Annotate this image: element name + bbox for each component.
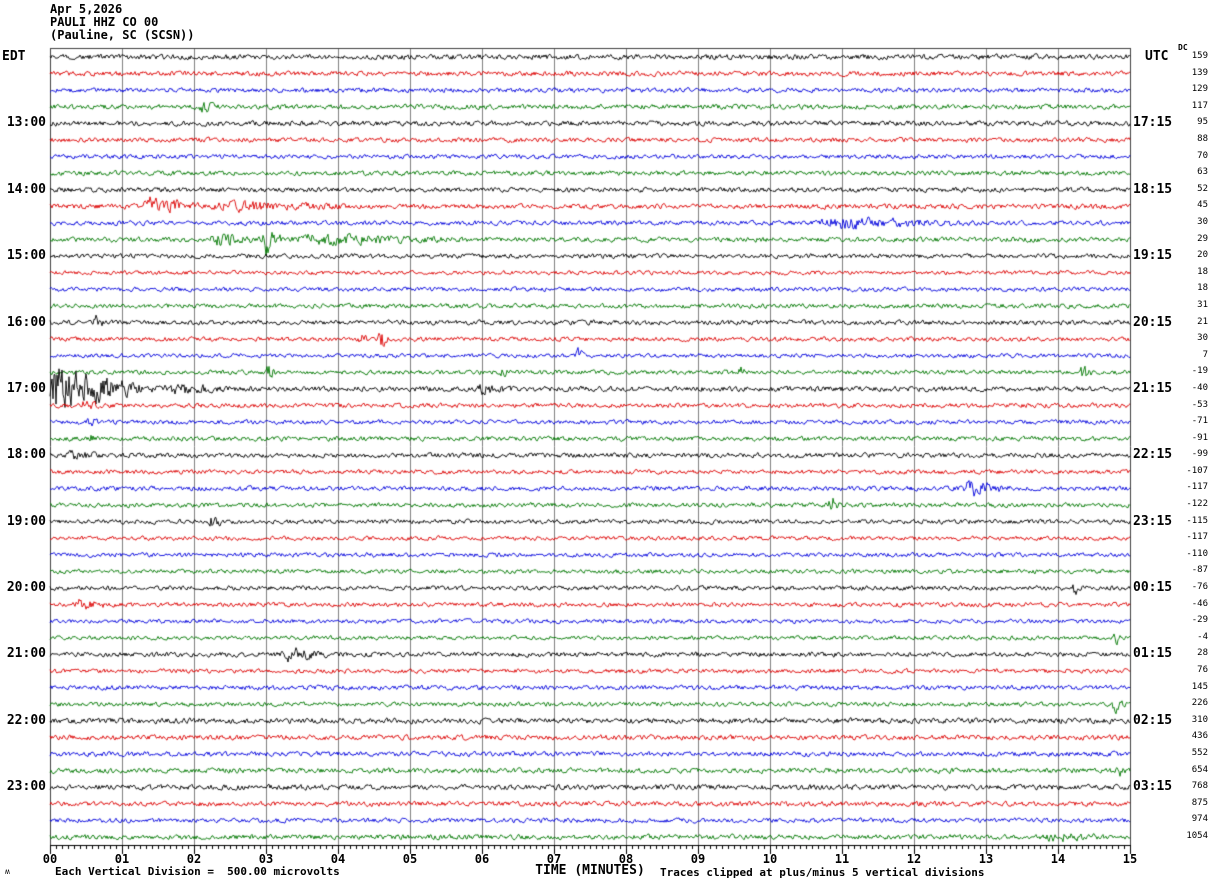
dc-offset-value: -91 [1191,432,1208,443]
utc-hour-label: 00:15 [1133,580,1173,596]
dc-offset-value: 18 [1197,283,1208,294]
dc-offset-value: -53 [1191,399,1208,410]
x-tick-label: 07 [546,852,562,866]
dc-offset-value: 436 [1191,731,1208,742]
utc-hour-label: 03:15 [1133,779,1173,795]
x-tick-label: 04 [330,852,346,866]
dc-offset-value: 139 [1191,67,1208,78]
location-label: (Pauline, SC (SCSN)) [50,28,195,42]
dc-offset-value: 88 [1197,133,1208,144]
edt-hour-label: 15:00 [6,248,46,264]
dc-offset-value: 31 [1197,299,1208,310]
dc-offset-value: 63 [1197,167,1208,178]
dc-offset-value: -117 [1186,532,1208,543]
dc-offset-value: -99 [1191,449,1208,460]
dc-offset-value: 226 [1191,698,1208,709]
edt-hour-label: 22:00 [6,712,46,728]
edt-hour-label: 18:00 [6,447,46,463]
x-axis-title: TIME (MINUTES) [535,863,645,878]
edt-hour-label: 20:00 [6,580,46,596]
edt-hour-label: 19:00 [6,513,46,529]
utc-header: UTC [1145,49,1169,64]
dc-offset-value: 95 [1197,117,1208,128]
dc-offset-value: 29 [1197,233,1208,244]
edt-header: EDT [2,49,26,64]
dc-offset-value: -110 [1186,548,1208,559]
dc-offset-value: -4 [1197,631,1208,642]
x-tick-label: 06 [474,852,490,866]
x-tick-label: 12 [906,852,922,866]
dc-offset-value: -115 [1186,515,1208,526]
utc-hour-label: 20:15 [1133,314,1173,330]
dc-offset-value: 974 [1191,814,1208,825]
x-tick-label: 09 [690,852,706,866]
x-tick-label: 15 [1122,852,1138,866]
dc-offset-value: 21 [1197,316,1208,327]
utc-hour-label: 18:15 [1133,181,1173,197]
footer-clip-note: Traces clipped at plus/minus 5 vertical … [660,866,985,879]
x-tick-label: 05 [402,852,418,866]
dc-offset-value: 310 [1191,714,1208,725]
x-tick-label: 03 [258,852,274,866]
dc-offset-value: 145 [1191,681,1208,692]
dc-offset-value: -71 [1191,416,1208,427]
dc-offset-value: 20 [1197,250,1208,261]
x-tick-label: 00 [42,852,58,866]
corner-wave-glyph: ʍ [5,867,10,876]
station-label: PAULI HHZ CO 00 [50,15,159,29]
dc-offset-value: 117 [1191,100,1208,111]
dc-offset-value: 7 [1202,349,1208,360]
x-tick-label: 01 [114,852,130,866]
utc-hour-label: 19:15 [1133,248,1173,264]
dc-offset-value: 28 [1197,648,1208,659]
dc-offset-value: -122 [1186,499,1208,510]
edt-hour-label: 13:00 [6,115,46,131]
dc-offset-value: 18 [1197,266,1208,277]
dc-offset-value: -87 [1191,565,1208,576]
dc-offset-value: 70 [1197,150,1208,161]
utc-hour-label: 02:15 [1133,712,1173,728]
utc-hour-label: 17:15 [1133,115,1173,131]
dc-offset-value: 654 [1191,764,1208,775]
dc-offset-value: -76 [1191,582,1208,593]
dc-offset-value: -40 [1191,382,1208,393]
utc-hour-label: 21:15 [1133,380,1173,396]
x-tick-label: 08 [618,852,634,866]
dc-offset-value: 76 [1197,665,1208,676]
footer-scale-note: Each Vertical Division = 500.00 microvol… [55,865,340,878]
x-tick-label: 13 [978,852,994,866]
dc-offset-value: -29 [1191,615,1208,626]
dc-offset-value: 1054 [1186,831,1208,841]
edt-hour-label: 17:00 [6,380,46,396]
dc-offset-value: 30 [1197,333,1208,344]
dc-offset-value: 552 [1191,748,1208,759]
x-tick-label: 10 [762,852,778,866]
x-tick-label: 11 [834,852,850,866]
dc-column-header: DC [1178,43,1188,52]
dc-offset-value: 159 [1191,51,1208,61]
x-tick-label: 02 [186,852,202,866]
edt-hour-label: 21:00 [6,646,46,662]
edt-hour-label: 16:00 [6,314,46,330]
utc-hour-label: 22:15 [1133,447,1173,463]
edt-hour-label: 14:00 [6,181,46,197]
dc-offset-value: 768 [1191,781,1208,792]
utc-hour-label: 01:15 [1133,646,1173,662]
dc-offset-value: 45 [1197,200,1208,211]
date-label: Apr 5,2026 [50,2,123,16]
dc-offset-value: 52 [1197,183,1208,194]
dc-offset-value: 129 [1191,84,1208,95]
dc-offset-value: -117 [1186,482,1208,493]
dc-offset-value: 875 [1191,797,1208,808]
x-tick-label: 14 [1050,852,1066,866]
dc-offset-value: -46 [1191,598,1208,609]
dc-offset-value: -19 [1191,366,1208,377]
edt-hour-label: 23:00 [6,779,46,795]
dc-offset-value: -107 [1186,465,1208,476]
utc-hour-label: 23:15 [1133,513,1173,529]
dc-offset-value: 30 [1197,216,1208,227]
